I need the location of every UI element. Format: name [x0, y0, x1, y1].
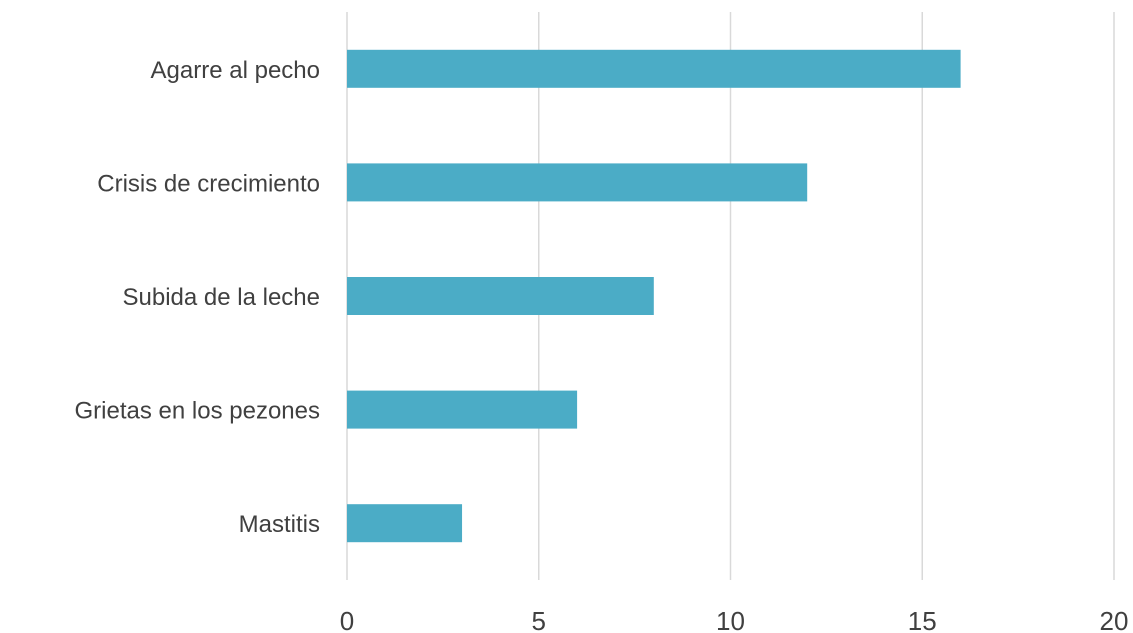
x-tick-label: 5: [532, 606, 546, 633]
x-tick-label: 20: [1100, 606, 1129, 633]
category-label: Agarre al pecho: [151, 57, 320, 84]
x-axis-tick-labels: 0 5 10 15 20: [340, 606, 1129, 633]
x-tick-label: 0: [340, 606, 354, 633]
category-label: Grietas en los pezones: [75, 398, 320, 425]
bar: [347, 49, 961, 88]
x-tick-label: 10: [716, 606, 745, 633]
bar: [347, 390, 578, 429]
category-label: Subida de la leche: [123, 284, 320, 311]
category-labels: Agarre al pecho Crisis de crecimiento Subi…: [75, 57, 320, 538]
category-label: Mastitis: [239, 511, 320, 538]
bar: [347, 277, 654, 315]
grid-lines: [346, 12, 1115, 580]
x-tick-label: 15: [908, 606, 937, 633]
category-label: Crisis de crecimiento: [97, 170, 320, 197]
bar: [347, 504, 463, 543]
bars: [347, 49, 961, 543]
bar: [347, 163, 808, 202]
